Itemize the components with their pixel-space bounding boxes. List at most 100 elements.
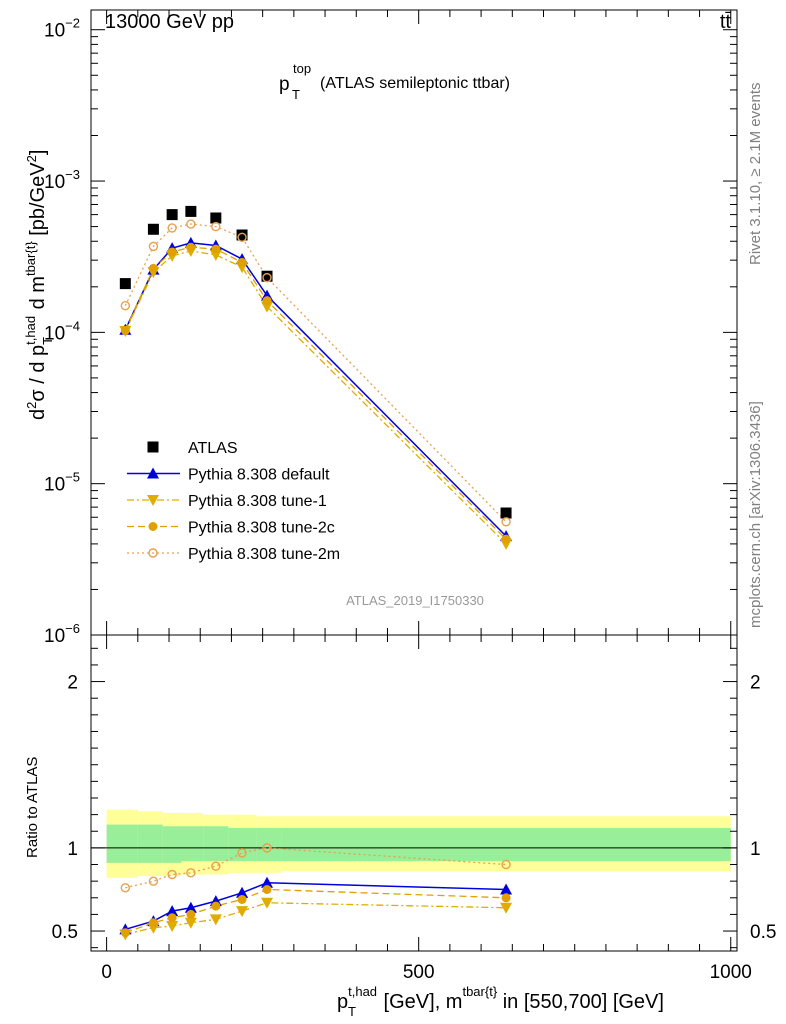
ratio-y-axis-label: Ratio to ATLAS bbox=[24, 757, 41, 858]
ratio-point-1-6 bbox=[261, 897, 274, 909]
ratio-point-3-7 bbox=[501, 859, 511, 870]
x-tick-label: 1000 bbox=[710, 962, 752, 983]
main-y-tick-label: 10−4 bbox=[44, 318, 80, 344]
band-green-7 bbox=[281, 827, 731, 862]
ratio-line-3 bbox=[125, 847, 507, 889]
ratio-y-tick-label-right: 0.5 bbox=[750, 922, 776, 943]
title-var: p bbox=[279, 74, 290, 95]
title-sup: top bbox=[293, 61, 311, 76]
main-point-4-4 bbox=[211, 221, 221, 232]
main-point-2-4 bbox=[209, 249, 222, 261]
main-point-0-0 bbox=[119, 278, 131, 290]
ratio-point-0-7 bbox=[500, 883, 513, 895]
band-green-4 bbox=[203, 826, 229, 862]
main-point-4-7 bbox=[501, 517, 511, 527]
plot-title: p top T (ATLAS semileptonic ttbar) bbox=[279, 61, 510, 102]
legend-label-1: Pythia 8.308 default bbox=[188, 467, 330, 484]
axis-ticks: 10−6 10−5 10−4 10−3 10−2 0 500 1000 0.5 0.5 1 1 2 2 bbox=[44, 10, 776, 983]
ratio-point-3-2 bbox=[167, 869, 177, 880]
ratio-point-3-5 bbox=[237, 848, 247, 858]
title-text: (ATLAS semileptonic ttbar) bbox=[320, 75, 510, 92]
legend-marker-2 bbox=[147, 495, 159, 506]
main-point-0-6 bbox=[261, 270, 273, 282]
ratio-panel-frame bbox=[90, 634, 738, 952]
ratio-point-2-2 bbox=[167, 913, 177, 923]
main-point-4-0 bbox=[120, 301, 131, 311]
ratio-point-0-6 bbox=[261, 876, 274, 888]
ratio-point-3-4 bbox=[211, 861, 221, 871]
legend-label-4: Pythia 8.308 tune-2m bbox=[188, 546, 340, 563]
main-point-3-5 bbox=[237, 257, 247, 267]
main-point-0-2 bbox=[166, 209, 178, 221]
main-point-4-2 bbox=[167, 223, 177, 233]
ratio-point-1-4 bbox=[209, 914, 222, 926]
rivet-label: Rivet 3.1.10, ≥ 2.1M events bbox=[747, 83, 764, 266]
ratio-point-3-0 bbox=[120, 883, 131, 893]
main-point-0-5 bbox=[236, 229, 248, 241]
ratio-line-0 bbox=[125, 882, 507, 931]
ratio-line-1 bbox=[125, 902, 507, 936]
main-y-tick-label: 10−2 bbox=[44, 16, 80, 42]
ratio-point-0-2 bbox=[166, 905, 179, 917]
main-point-3-7 bbox=[501, 534, 511, 544]
main-point-4-1 bbox=[148, 241, 159, 252]
main-point-4-5 bbox=[237, 232, 247, 242]
band-green-0 bbox=[106, 824, 138, 863]
ratio-point-2-3 bbox=[186, 909, 196, 919]
ratio-point-1-5 bbox=[236, 906, 249, 918]
ratio-point-3-1 bbox=[148, 876, 159, 886]
legend-marker-0 bbox=[147, 441, 159, 453]
x-tick-label: 500 bbox=[403, 962, 435, 983]
legend-marker-1 bbox=[147, 467, 159, 479]
main-y-tick-label: 10−5 bbox=[44, 470, 80, 496]
ratio-y-tick-label: 1 bbox=[67, 839, 78, 860]
ratio-point-2-5 bbox=[237, 894, 247, 904]
main-point-4-6 bbox=[262, 272, 272, 283]
ratio-point-0-3 bbox=[184, 901, 197, 913]
main-panel-frame bbox=[90, 9, 738, 636]
x-axis-label: pt,had T [GeV], mtbar{t} in [550,700] [Ge… bbox=[337, 984, 664, 1019]
main-line-2 bbox=[124, 250, 507, 545]
header-right: tt̄ bbox=[720, 11, 732, 33]
main-point-2-6 bbox=[261, 301, 274, 313]
main-point-0-1 bbox=[147, 223, 159, 235]
ratio-point-2-0 bbox=[120, 928, 130, 938]
band-green-2 bbox=[162, 826, 182, 863]
legend-label-3: Pythia 8.308 tune-2c bbox=[188, 520, 335, 537]
ratio-bands bbox=[106, 809, 731, 878]
ratio-line-2 bbox=[125, 888, 507, 934]
header-left: 13000 GeV pp bbox=[105, 11, 234, 33]
x-tick-label: 0 bbox=[101, 962, 112, 983]
title-sub: T bbox=[292, 87, 300, 102]
band-green-1 bbox=[137, 824, 163, 863]
main-y-tick-label: 10−6 bbox=[44, 621, 80, 647]
ratio-point-1-7 bbox=[500, 902, 513, 914]
main-y-tick-label: 10−3 bbox=[44, 167, 80, 193]
legend-marker-3 bbox=[148, 522, 158, 531]
axes-frames bbox=[90, 9, 738, 952]
ratio-y-tick-label: 2 bbox=[67, 673, 78, 694]
ratio-point-3-6 bbox=[262, 843, 272, 853]
main-point-3-3 bbox=[186, 242, 196, 252]
ratio-point-2-4 bbox=[211, 901, 221, 911]
main-point-0-3 bbox=[185, 205, 197, 217]
legend-label-2: Pythia 8.308 tune-1 bbox=[188, 493, 327, 510]
main-point-0-4 bbox=[210, 212, 222, 224]
ratio-point-0-5 bbox=[236, 886, 249, 898]
ratio-point-2-6 bbox=[262, 884, 272, 894]
mcplots-label: mcplots.cern.ch [arXiv:1306.3436] bbox=[747, 401, 764, 628]
main-point-3-6 bbox=[262, 296, 272, 306]
series-markers bbox=[119, 205, 513, 941]
ratio-y-tick-label-right: 2 bbox=[750, 673, 761, 694]
ratio-point-2-7 bbox=[501, 893, 511, 903]
main-point-0-7 bbox=[500, 507, 512, 519]
ratio-y-tick-label-right: 1 bbox=[750, 839, 761, 860]
band-green-5 bbox=[228, 827, 257, 862]
legend-marker-4 bbox=[148, 548, 158, 558]
legend: ATLAS Pythia 8.308 default Pythia 8.308 tu… bbox=[127, 440, 340, 563]
ratio-y-tick-label: 0.5 bbox=[52, 922, 78, 943]
main-point-3-4 bbox=[211, 244, 221, 254]
ratio-point-2-1 bbox=[148, 918, 158, 928]
